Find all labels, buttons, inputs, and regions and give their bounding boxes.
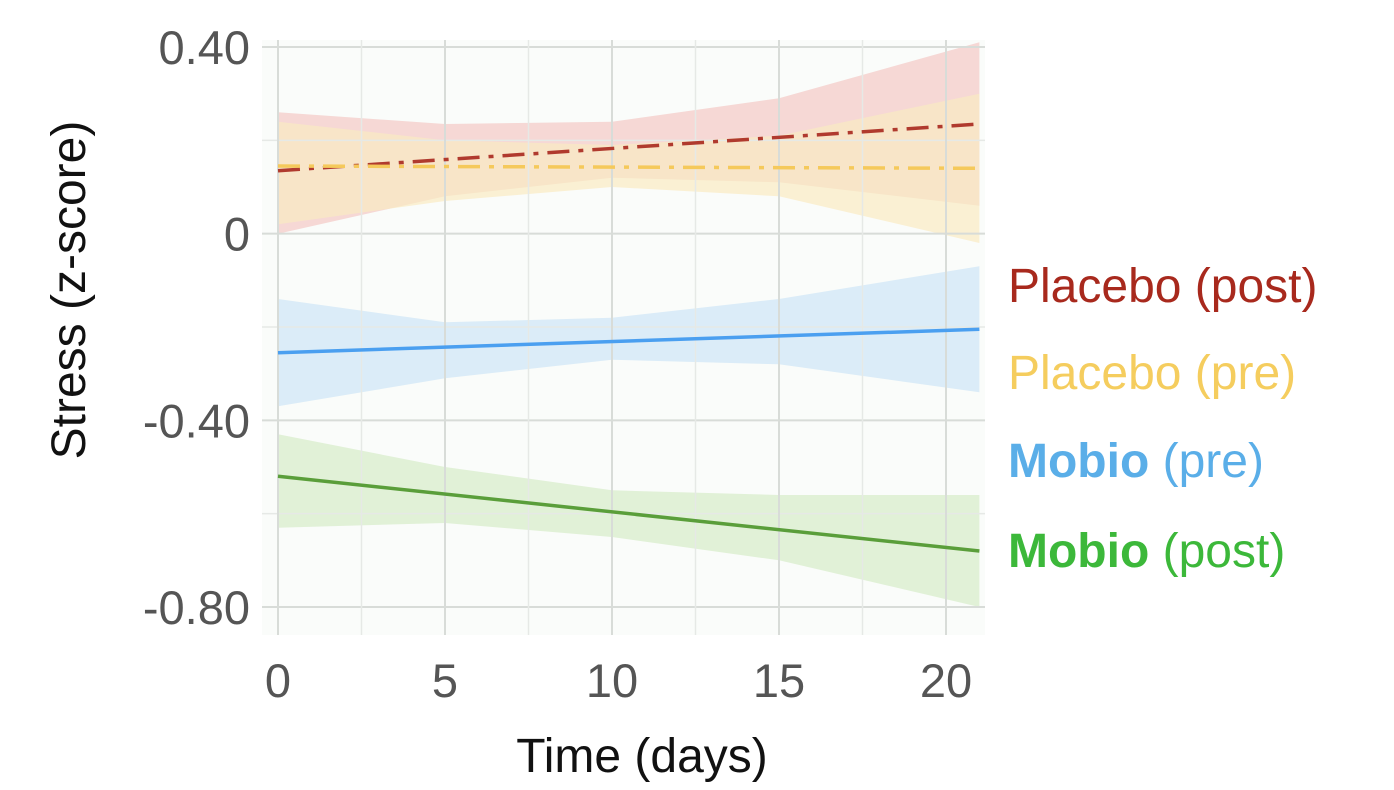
x-tick-label: 10	[586, 654, 638, 707]
y-axis-ticks: 0.40 0 -0.40 -0.80	[143, 21, 250, 634]
legend: Placebo (post)Placebo (pre)Mobio (pre)Mo…	[1008, 260, 1318, 578]
x-axis-ticks: 0 5 10 15 20	[265, 654, 972, 707]
legend-label-placebo-pre: Placebo (pre)	[1008, 347, 1296, 400]
y-tick-label: 0	[224, 208, 250, 261]
legend-label-mobio-post: Mobio (post)	[1008, 525, 1285, 578]
series-line-placebo-pre	[277, 164, 980, 171]
y-tick-label: -0.80	[143, 581, 250, 634]
legend-label-placebo-post: Placebo (post)	[1008, 260, 1318, 313]
legend-label-mobio-pre: Mobio (pre)	[1008, 435, 1264, 488]
ci-band-3	[278, 434, 980, 607]
x-tick-label: 5	[432, 654, 458, 707]
grid-lines	[262, 40, 985, 635]
series-line-placebo-post	[277, 122, 980, 173]
series-line-mobio-post	[277, 474, 980, 553]
legend-label-rest: (pre)	[1149, 435, 1264, 488]
legend-label-rest: (post)	[1149, 525, 1285, 578]
y-axis-title: Stress (z-score)	[43, 121, 96, 460]
x-axis-title: Time (days)	[516, 730, 768, 783]
series-lines	[277, 122, 980, 553]
legend-label-bold: Mobio	[1008, 435, 1149, 488]
y-tick-label: 0.40	[159, 21, 250, 74]
y-tick-label: -0.40	[143, 394, 250, 447]
x-tick-label: 0	[265, 654, 291, 707]
legend-label-bold: Mobio	[1008, 525, 1149, 578]
confidence-bands	[278, 42, 980, 607]
ci-band-2	[278, 266, 980, 407]
series-line-mobio-pre	[277, 327, 980, 355]
x-tick-label: 20	[920, 654, 972, 707]
x-tick-label: 15	[753, 654, 805, 707]
